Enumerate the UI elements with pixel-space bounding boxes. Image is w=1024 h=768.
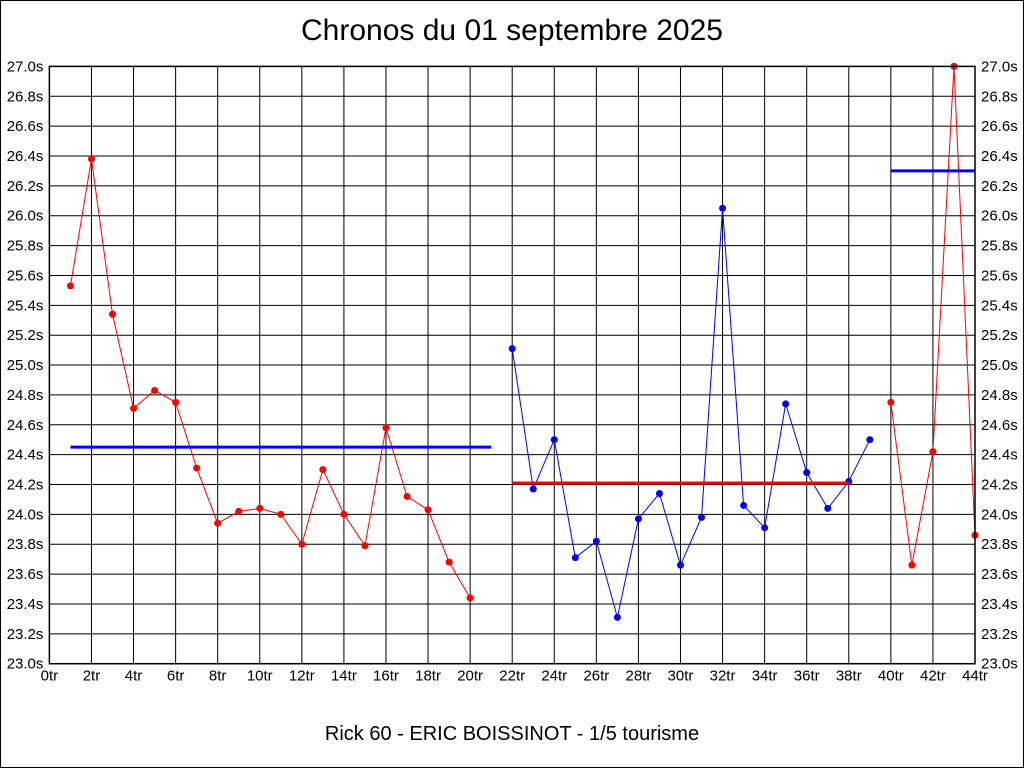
svg-text:16tr: 16tr xyxy=(373,668,399,685)
svg-text:36tr: 36tr xyxy=(794,668,820,685)
svg-text:32tr: 32tr xyxy=(710,668,736,685)
svg-text:8tr: 8tr xyxy=(209,668,227,685)
svg-text:25.4s: 25.4s xyxy=(7,297,44,314)
svg-text:18tr: 18tr xyxy=(415,668,441,685)
svg-text:26.0s: 26.0s xyxy=(7,208,44,225)
svg-text:44tr: 44tr xyxy=(962,668,988,685)
svg-text:2tr: 2tr xyxy=(83,668,101,685)
svg-text:26.6s: 26.6s xyxy=(7,118,44,135)
svg-text:23.4s: 23.4s xyxy=(7,596,44,613)
svg-text:26.8s: 26.8s xyxy=(981,88,1018,105)
svg-text:14tr: 14tr xyxy=(331,668,357,685)
svg-text:42tr: 42tr xyxy=(920,668,946,685)
svg-text:25.4s: 25.4s xyxy=(981,297,1018,314)
svg-text:24.2s: 24.2s xyxy=(981,477,1018,494)
svg-text:12tr: 12tr xyxy=(289,668,315,685)
svg-text:38tr: 38tr xyxy=(836,668,862,685)
svg-text:24.8s: 24.8s xyxy=(7,387,44,404)
svg-text:26.0s: 26.0s xyxy=(981,208,1018,225)
svg-text:24tr: 24tr xyxy=(541,668,567,685)
svg-text:25.8s: 25.8s xyxy=(981,238,1018,255)
svg-text:25.8s: 25.8s xyxy=(7,238,44,255)
svg-text:25.6s: 25.6s xyxy=(7,267,44,284)
svg-text:25.6s: 25.6s xyxy=(981,267,1018,284)
svg-text:20tr: 20tr xyxy=(457,668,483,685)
svg-text:10tr: 10tr xyxy=(247,668,273,685)
svg-text:26.6s: 26.6s xyxy=(981,118,1018,135)
svg-text:23.2s: 23.2s xyxy=(7,626,44,643)
svg-text:25.2s: 25.2s xyxy=(7,327,44,344)
svg-text:24.0s: 24.0s xyxy=(981,506,1018,523)
svg-text:24.8s: 24.8s xyxy=(981,387,1018,404)
svg-text:26.4s: 26.4s xyxy=(7,148,44,165)
svg-text:27.0s: 27.0s xyxy=(981,58,1018,75)
svg-text:23.2s: 23.2s xyxy=(981,626,1018,643)
svg-text:4tr: 4tr xyxy=(125,668,143,685)
svg-text:24.0s: 24.0s xyxy=(7,506,44,523)
svg-text:27.0s: 27.0s xyxy=(7,58,44,75)
svg-text:25.0s: 25.0s xyxy=(981,357,1018,374)
svg-text:23.8s: 23.8s xyxy=(981,536,1018,553)
svg-text:34tr: 34tr xyxy=(752,668,778,685)
svg-text:25.2s: 25.2s xyxy=(981,327,1018,344)
svg-text:0tr: 0tr xyxy=(41,668,59,685)
svg-text:24.2s: 24.2s xyxy=(7,477,44,494)
svg-text:40tr: 40tr xyxy=(878,668,904,685)
svg-text:23.4s: 23.4s xyxy=(981,596,1018,613)
svg-text:23.6s: 23.6s xyxy=(981,566,1018,583)
svg-text:23.8s: 23.8s xyxy=(7,536,44,553)
svg-text:6tr: 6tr xyxy=(167,668,185,685)
svg-text:30tr: 30tr xyxy=(668,668,694,685)
svg-text:26.8s: 26.8s xyxy=(7,88,44,105)
svg-text:26.2s: 26.2s xyxy=(981,178,1018,195)
svg-text:26.2s: 26.2s xyxy=(7,178,44,195)
svg-text:28tr: 28tr xyxy=(625,668,651,685)
svg-text:26tr: 26tr xyxy=(583,668,609,685)
svg-text:24.6s: 24.6s xyxy=(7,417,44,434)
svg-text:24.6s: 24.6s xyxy=(981,417,1018,434)
svg-text:23.6s: 23.6s xyxy=(7,566,44,583)
svg-text:23.0s: 23.0s xyxy=(7,656,44,673)
svg-text:24.4s: 24.4s xyxy=(7,447,44,464)
svg-text:24.4s: 24.4s xyxy=(981,447,1018,464)
svg-text:26.4s: 26.4s xyxy=(981,148,1018,165)
svg-text:25.0s: 25.0s xyxy=(7,357,44,374)
svg-text:22tr: 22tr xyxy=(499,668,525,685)
